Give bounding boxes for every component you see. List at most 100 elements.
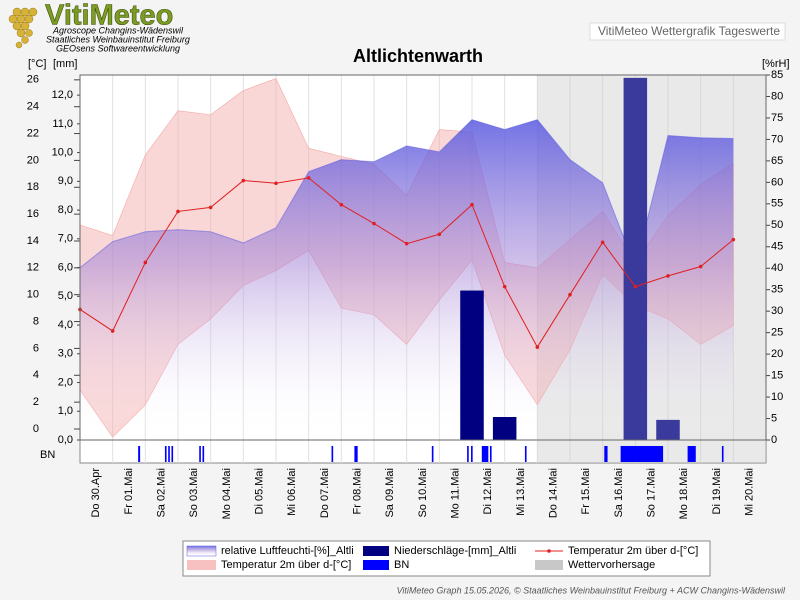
x-tick-label: Mo 11.Mai <box>450 468 462 519</box>
bn-mark <box>164 446 167 462</box>
y2-tick-label: 0 <box>771 434 777 446</box>
x-tick-label: Fr 15.Mai <box>580 468 592 514</box>
temperature-point <box>241 178 246 183</box>
bn-mark <box>721 446 724 462</box>
legend-label: relative Luftfeuchti-[%]_Altli <box>221 545 354 557</box>
subtitle-box <box>589 22 786 41</box>
temperature-point <box>274 181 278 186</box>
temperature-point <box>143 260 148 265</box>
bn-mark <box>199 446 201 462</box>
x-tick-label: Mo 18.Mai <box>678 468 690 519</box>
y3-tick-label: 12,0 <box>52 89 73 101</box>
bn-mark <box>331 446 334 462</box>
temperature-point <box>535 345 540 349</box>
y-tick-label: 10 <box>27 289 39 301</box>
precipitation-bar <box>656 419 680 440</box>
temperature-point <box>470 202 474 207</box>
x-tick-label: Di 12.Mai <box>482 468 494 514</box>
x-tick-label: Mi 13.Mai <box>515 468 527 516</box>
bn-mark <box>481 446 489 462</box>
bn-mark <box>138 446 141 462</box>
y-tick-label: 6 <box>33 342 39 354</box>
temperature-point <box>666 274 670 278</box>
bn-mark <box>354 446 358 462</box>
y3-axis-label: [mm] <box>53 58 77 70</box>
y3-tick-label: 7,0 <box>58 233 73 245</box>
temperature-point <box>600 240 605 245</box>
y3-tick-label: 1,0 <box>58 405 73 417</box>
y2-axis-label: [%rH] <box>762 58 790 70</box>
temperature-point <box>208 205 213 210</box>
y3-tick-label: 11,0 <box>52 118 73 130</box>
y2-tick-label: 60 <box>771 176 783 188</box>
y2-tick-label: 15 <box>771 369 783 381</box>
x-tick-label: So 03.Mai <box>188 468 200 518</box>
bn-mark <box>620 446 664 462</box>
legend-label: BN <box>394 559 409 571</box>
y-tick-label: 16 <box>27 208 39 220</box>
y2-tick-label: 5 <box>771 412 777 424</box>
logo-icon <box>8 7 38 49</box>
y2-tick-label: 85 <box>771 69 783 81</box>
y2-tick-label: 50 <box>771 219 783 231</box>
temperature-point <box>633 284 638 289</box>
legend-swatch <box>535 560 563 570</box>
humidity-area <box>80 119 734 441</box>
temperature-point <box>372 221 376 226</box>
legend <box>182 540 711 577</box>
temperature-point <box>110 329 115 333</box>
legend-label: Temperatur 2m über d-[°C] <box>568 545 698 557</box>
x-tick-label: Di 19.Mai <box>711 468 723 514</box>
footer: VitiMeteo Graph 15.05.2026, © Staatliche… <box>397 585 786 595</box>
precipitation-bar <box>492 417 517 440</box>
temperature-point <box>176 209 180 214</box>
x-tick-label: Mo 04.Mai <box>221 468 233 519</box>
y3-tick-label: 5,0 <box>58 290 73 302</box>
subtitle: VitiMeteo Wettergrafik Tageswerte <box>598 24 780 38</box>
x-tick-label: Do 30.Apr <box>90 468 102 518</box>
bn-mark <box>431 446 434 462</box>
legend-swatch <box>186 545 217 557</box>
logo-line: GEOsens Softwareentwicklung <box>56 43 180 53</box>
legend-swatch-point <box>547 549 551 553</box>
temperature-point <box>502 284 507 289</box>
x-tick-label: Sa 09.Mai <box>384 468 396 518</box>
y3-tick-label: 10,0 <box>52 147 73 159</box>
y3-tick-label: 2,0 <box>58 376 73 388</box>
y2-tick-label: 75 <box>771 112 783 124</box>
x-tick-label: Sa 16.Mai <box>613 468 625 518</box>
temperature-point <box>404 241 409 246</box>
x-tick-label: Fr 01.Mai <box>123 468 135 514</box>
bn-mark <box>168 446 170 462</box>
y-tick-label: 4 <box>33 369 39 381</box>
legend-swatch <box>363 546 389 556</box>
y-tick-label: 22 <box>27 127 39 139</box>
y3-tick-label: 9,0 <box>58 175 73 187</box>
y2-tick-label: 30 <box>771 305 783 317</box>
y3-tick-label: 8,0 <box>58 204 73 216</box>
temperature-point <box>568 292 572 297</box>
temperature-point <box>306 176 311 180</box>
x-tick-label: Mi 06.Mai <box>286 468 298 516</box>
y-tick-label: 24 <box>27 101 39 113</box>
y-axis-label: [°C] <box>28 58 46 70</box>
x-tick-label: Fr 08.Mai <box>352 468 364 514</box>
y2-tick-label: 10 <box>771 391 783 403</box>
bn-mark <box>687 446 696 462</box>
y3-tick-label: 0,0 <box>58 434 73 446</box>
bn-mark <box>471 446 473 462</box>
bn-mark <box>524 446 527 462</box>
y2-tick-label: 25 <box>771 327 783 339</box>
plot-frame <box>79 74 767 441</box>
temperature-point <box>339 202 344 207</box>
logo-line: Agroscope Changins-Wädenswil <box>52 25 184 35</box>
legend-label: Wettervorhersage <box>568 559 655 571</box>
y-tick-label: 14 <box>27 235 39 247</box>
bn-mark <box>604 446 608 462</box>
y-tick-label: 20 <box>27 154 39 166</box>
x-tick-label: Sa 02.Mai <box>156 468 168 518</box>
bn-mark <box>171 446 174 462</box>
x-tick-label: So 10.Mai <box>417 468 429 518</box>
